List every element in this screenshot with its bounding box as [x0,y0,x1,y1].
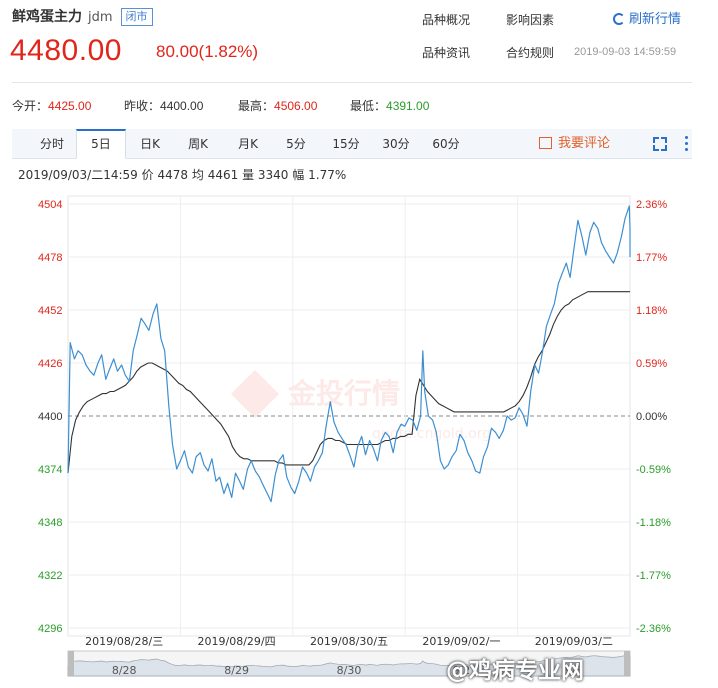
pct-tick-label: -2.36% [636,623,671,635]
chart-axes: 4504 2.36% 4478 1.77% 4452 1.18% 4426 0.59% 4400… [38,199,671,648]
stat-low-label: 最低： [350,99,387,113]
refresh-label: 刷新行情 [629,12,682,27]
y-tick-label: 4296 [38,623,62,635]
last-price: 4480.00 [10,34,122,67]
instrument-code: jdm [88,10,113,25]
navigator-label: 8/29 [224,664,249,677]
tab-30min[interactable]: 30分 [382,137,410,151]
x-day-label: 2019/08/30/五 [310,635,388,648]
info-vol-label: 量 [242,168,255,182]
info-datetime: 2019/09/03/二14:59 [18,168,138,182]
y-tick-label: 4348 [38,517,62,529]
quote-timestamp: 2019-09-03 14:59:59 [574,46,677,58]
x-day-label: 2019/09/03/二 [535,635,613,648]
tab-weekly-k[interactable]: 周K [188,137,208,151]
y-tick-label: 4322 [38,570,62,582]
link-overview[interactable]: 品种概况 [422,13,471,27]
stat-high: 最高：4506.00 [238,97,317,114]
stat-low: 最低：4391.00 [350,97,429,114]
tab-fenshi[interactable]: 分时 [39,137,64,151]
tab-monthly-k[interactable]: 月K [238,137,258,151]
stat-open-value: 4425.00 [48,99,92,113]
instrument-name: 鲜鸡蛋主力 jdm 闭市 [12,6,153,26]
instrument-name-text: 鲜鸡蛋主力 [12,9,82,25]
fullscreen-icon[interactable] [653,137,667,151]
stat-open: 今开：4425.00 [12,97,91,114]
stat-prev-close-value: 4400.00 [160,99,204,113]
y-tick-label: 4504 [38,199,62,211]
info-price-label: 价 [141,168,154,182]
tab-daily-k[interactable]: 日K [140,137,160,151]
crosshair-info: 2019/09/03/二14:59 价 4478 均 4461 量 3340 幅… [18,166,346,183]
corner-watermark: @鸡病专业网 [446,658,584,684]
divider [12,82,692,83]
pct-tick-label: 1.18% [636,305,667,317]
stat-open-label: 今开： [12,99,49,113]
link-rules[interactable]: 合约规则 [506,46,555,60]
period-tabbar: 分时 5日 日K 周K 月K 5分 15分 30分 60分 我要评论 [12,129,692,159]
price-line [67,205,631,503]
comment-label: 我要评论 [558,136,611,151]
pct-tick-label: -0.59% [636,464,671,476]
pct-tick-label: -1.77% [636,570,671,582]
tab-5day[interactable]: 5日 [76,129,126,159]
stat-prev-close: 昨收：4400.00 [124,97,203,114]
info-avg-label: 均 [191,168,204,182]
pct-tick-label: 0.59% [636,358,667,370]
x-day-label: 2019/08/28/三 [85,635,163,648]
comment-icon [539,137,552,149]
pct-tick-label: 1.77% [636,252,667,264]
navigator-label: 9/3 [565,664,583,677]
info-avg: 4461 [207,168,239,182]
refresh-button[interactable]: 刷新行情 [613,8,681,27]
chart-grid [67,195,631,637]
info-pct-label: 幅 [292,168,305,182]
navigator-label: 9/2 [453,664,471,677]
navigator-label: 8/30 [337,664,362,677]
tab-15min[interactable]: 15分 [332,137,360,151]
pct-tick-label: -1.18% [636,517,671,529]
pct-tick-label: 2.36% [636,199,667,211]
link-news[interactable]: 品种资讯 [422,46,471,60]
stat-high-label: 最高： [238,99,275,113]
y-tick-label: 4426 [38,358,62,370]
stat-low-value: 4391.00 [386,99,430,113]
y-tick-label: 4478 [38,252,62,264]
navigator-label: 8/28 [112,664,137,677]
status-badge: 闭市 [120,8,153,26]
pct-tick-label: 0.00% [636,411,667,423]
navigator-area [67,654,631,677]
price-change: 80.00(1.82%) [156,42,259,61]
chart-navigator: 8/28 8/29 8/30 9/2 9/3 [67,650,631,677]
info-pct: 1.77% [308,168,347,182]
x-day-label: 2019/09/02/一 [422,635,500,648]
navigator-handle-left [68,651,74,676]
tab-5min[interactable]: 5分 [286,137,306,151]
refresh-icon [613,13,625,25]
link-factors[interactable]: 影响因素 [506,13,555,27]
x-day-label: 2019/08/29/四 [198,635,276,648]
y-tick-label: 4400 [38,411,62,423]
info-vol: 3340 [257,168,289,182]
comment-button[interactable]: 我要评论 [539,129,610,158]
y-tick-label: 4374 [38,464,62,476]
tab-60min[interactable]: 60分 [432,137,460,151]
stat-high-value: 4506.00 [274,99,318,113]
intraday-5day-chart[interactable]: 4504 2.36% 4478 1.77% 4452 1.18% 4426 0.59% 4400… [0,190,718,688]
more-icon[interactable] [684,135,690,153]
chart-lines [67,205,631,503]
info-price: 4478 [157,168,189,182]
y-tick-label: 4452 [38,305,62,317]
stat-prev-close-label: 昨收： [124,99,161,113]
navigator-handle-right [624,651,630,676]
avg-price-line [67,291,630,474]
